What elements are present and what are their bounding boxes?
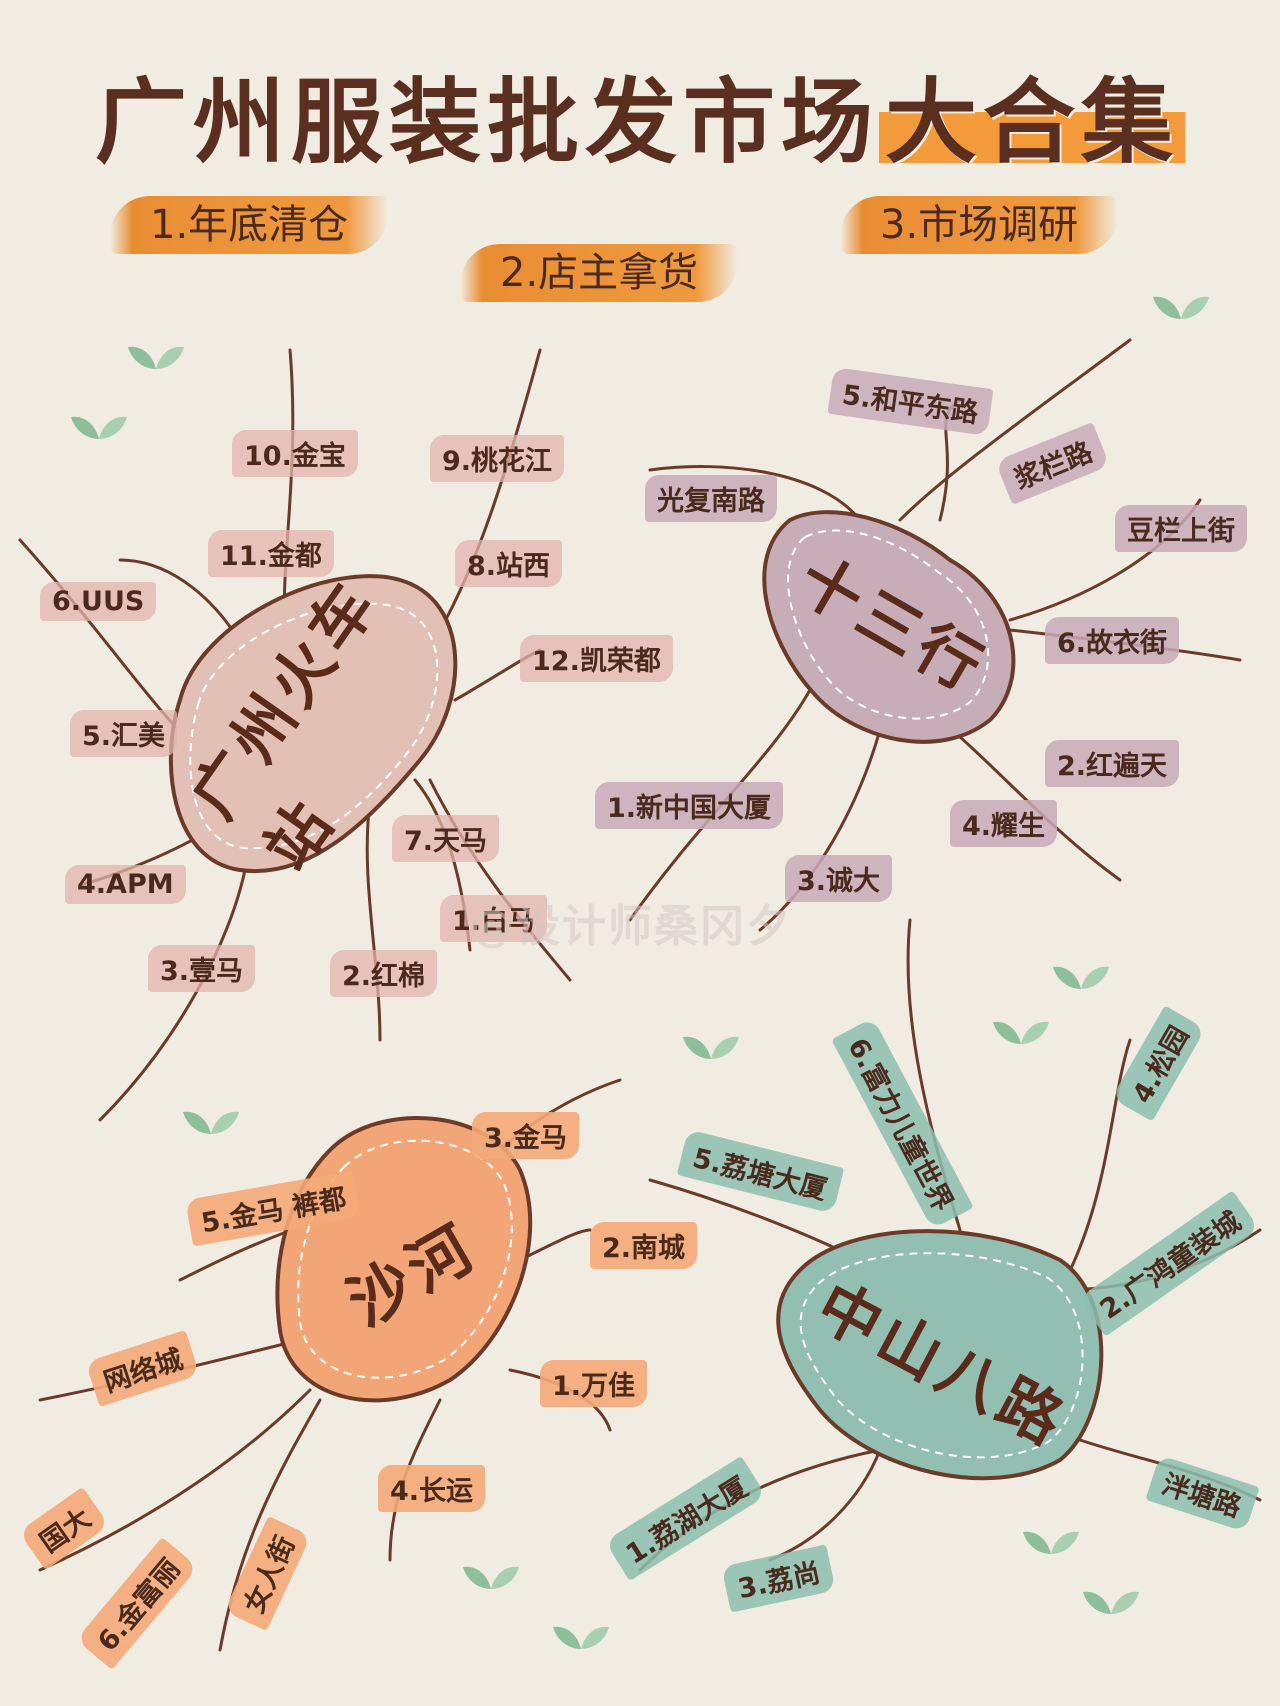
purpose-tag-2: 2.店主拿货 — [460, 244, 739, 302]
branch-label: 豆栏上街 — [1115, 505, 1247, 552]
purpose-tag-1: 1.年底清仓 — [110, 196, 389, 254]
branch-label: 2.红遍天 — [1045, 740, 1180, 787]
branch-label: 11.金都 — [208, 530, 334, 577]
branch-label: 7.天马 — [392, 815, 500, 862]
purpose-tag-3: 3.市场调研 — [840, 196, 1119, 254]
branch-label: 1.新中国大厦 — [595, 782, 784, 829]
branch-label: 5.汇美 — [70, 710, 178, 757]
branch-label: 1.白马 — [440, 895, 548, 942]
watermark: @设计师桑冈夕 — [470, 901, 792, 952]
branch-label: 光复南路 — [645, 475, 777, 522]
branch-label: 9.桃花江 — [430, 435, 565, 482]
title-highlight: 大合集 — [879, 69, 1186, 176]
branch-label: 10.金宝 — [232, 430, 358, 477]
branch-label: 6.UUS — [40, 582, 157, 621]
branch-label: 2.红棉 — [330, 950, 438, 997]
hub-shape-station — [168, 574, 458, 874]
branch-label: 6.故衣街 — [1045, 617, 1180, 664]
branch-label: 2.南城 — [590, 1222, 698, 1269]
branch-label: 8.站西 — [455, 540, 563, 587]
branch-label: 3.诚大 — [785, 855, 893, 902]
hub-shape-shisanhang — [762, 510, 1016, 744]
branch-label: 12.凯荣都 — [520, 635, 673, 682]
branch-label: 3.金马 — [472, 1112, 580, 1159]
title-main: 广州服装批发市场 — [94, 69, 879, 176]
page-title: 广州服装批发市场大合集 — [0, 48, 1280, 181]
branch-label: 1.万佳 — [540, 1360, 648, 1407]
branch-label: 3.壹马 — [148, 945, 256, 992]
branch-label: 4.长运 — [378, 1465, 486, 1512]
branch-label: 4.耀生 — [950, 800, 1058, 847]
branch-label: 4.APM — [65, 865, 186, 904]
hub-shape-zhongshan — [776, 1229, 1104, 1481]
